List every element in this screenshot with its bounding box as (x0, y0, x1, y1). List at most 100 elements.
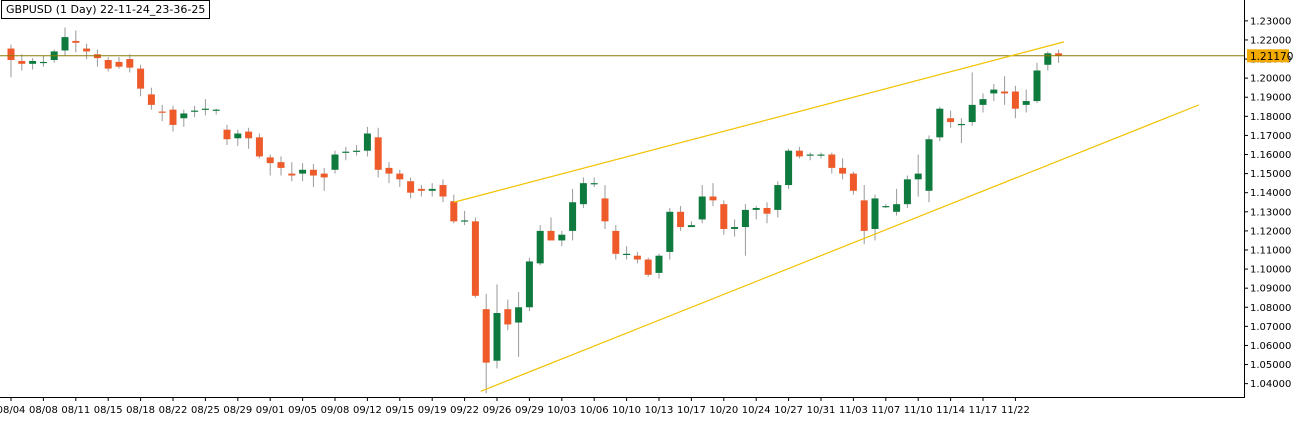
candle-body-bear (633, 255, 641, 260)
candle (644, 257, 652, 277)
y-tick-label: 1.11000 (1250, 245, 1291, 256)
overlay-lines (0, 41, 1244, 392)
candle-body-bear (709, 196, 717, 201)
y-tick-label: 1.07000 (1250, 322, 1291, 333)
x-tick-label: 11/22 (1001, 405, 1030, 416)
candle-body-bull (525, 261, 533, 308)
candle-body-bear (504, 309, 512, 325)
candle (363, 126, 371, 157)
candle (1011, 85, 1019, 119)
candle (342, 146, 350, 161)
candles-group (7, 27, 1063, 394)
candle-body-bear (795, 150, 803, 157)
candle-body-bear (450, 201, 458, 222)
candle (83, 43, 91, 60)
candle-body-bear (947, 118, 955, 123)
candle-body-bear (104, 60, 112, 69)
candle-body-bear (245, 131, 253, 139)
candle (687, 221, 695, 228)
candle (504, 299, 512, 331)
candle-body-bull (558, 234, 566, 241)
candle (385, 162, 393, 184)
candle-body-bull (752, 207, 760, 210)
x-tick-label: 11/03 (839, 405, 868, 416)
x-tick-label: 09/15 (385, 405, 414, 416)
x-tick-label: 11/07 (871, 405, 900, 416)
candle-body-bear (828, 154, 836, 168)
candle (666, 207, 674, 260)
candle (223, 124, 231, 145)
candle (849, 171, 857, 195)
x-tick-label: 08/04 (0, 405, 25, 416)
candle (72, 30, 80, 53)
candle (137, 64, 145, 97)
candle-body-bull (61, 37, 69, 51)
candle-body-bull (493, 312, 501, 361)
y-tick-label: 1.15000 (1250, 169, 1291, 180)
current-price-label: 1.21170 (1250, 51, 1293, 63)
candle-body-bear (1055, 53, 1063, 56)
candle (493, 284, 501, 369)
candle-body-bear (255, 137, 263, 157)
candle (288, 162, 296, 182)
candle-body-bear (385, 167, 393, 174)
candle-body-bull (590, 183, 598, 185)
candle (968, 72, 976, 126)
candle (18, 54, 26, 71)
candle-body-bull (871, 198, 879, 229)
candle (180, 109, 188, 127)
candle (374, 127, 382, 178)
candle (817, 152, 825, 159)
candle (428, 183, 436, 197)
candle-body-bear (839, 167, 847, 174)
candle-body-bull (817, 154, 825, 156)
candle (450, 194, 458, 224)
candle-body-bull (1022, 101, 1030, 105)
candle (255, 133, 263, 159)
candle (720, 200, 728, 235)
candle (201, 99, 209, 116)
candle-body-bull (806, 154, 814, 156)
candle (579, 177, 587, 208)
x-tick-label: 08/11 (61, 405, 90, 416)
candle (860, 185, 868, 245)
candle (914, 154, 922, 197)
candle (903, 175, 911, 208)
candle-body-bear (396, 173, 404, 180)
candle-body-bear (83, 48, 91, 52)
x-tick-label: 09/26 (483, 405, 512, 416)
x-tick-label: 09/29 (515, 405, 544, 416)
candle (353, 144, 361, 156)
candle-body-bear (482, 309, 490, 363)
candle-body-bull (882, 206, 890, 208)
candle-body-bear (223, 129, 231, 140)
candle (115, 57, 123, 69)
candle-body-bull (968, 104, 976, 123)
candle (299, 163, 307, 182)
candle (147, 87, 155, 110)
y-tick-label: 1.05000 (1250, 360, 1291, 371)
candle (795, 146, 803, 159)
candle (525, 257, 533, 312)
candle (7, 44, 15, 78)
candle (806, 152, 814, 161)
candle-body-bear (763, 207, 771, 214)
x-tick-label: 11/14 (936, 405, 965, 416)
candle-body-bear (1001, 91, 1009, 94)
y-tick-label: 1.17000 (1250, 131, 1291, 142)
candle (169, 105, 177, 132)
candle (677, 206, 685, 231)
candle (104, 57, 112, 72)
candle (558, 230, 566, 247)
candle (882, 204, 890, 208)
candle-body-bull (687, 225, 695, 228)
candle (29, 58, 37, 70)
x-tick-label: 10/03 (547, 405, 576, 416)
x-tick-label: 08/18 (126, 405, 155, 416)
x-tick-label: 08/29 (223, 405, 252, 416)
candle-body-bull (1044, 53, 1052, 65)
candle (1001, 76, 1009, 105)
candle (612, 225, 620, 260)
candle (1022, 89, 1030, 113)
